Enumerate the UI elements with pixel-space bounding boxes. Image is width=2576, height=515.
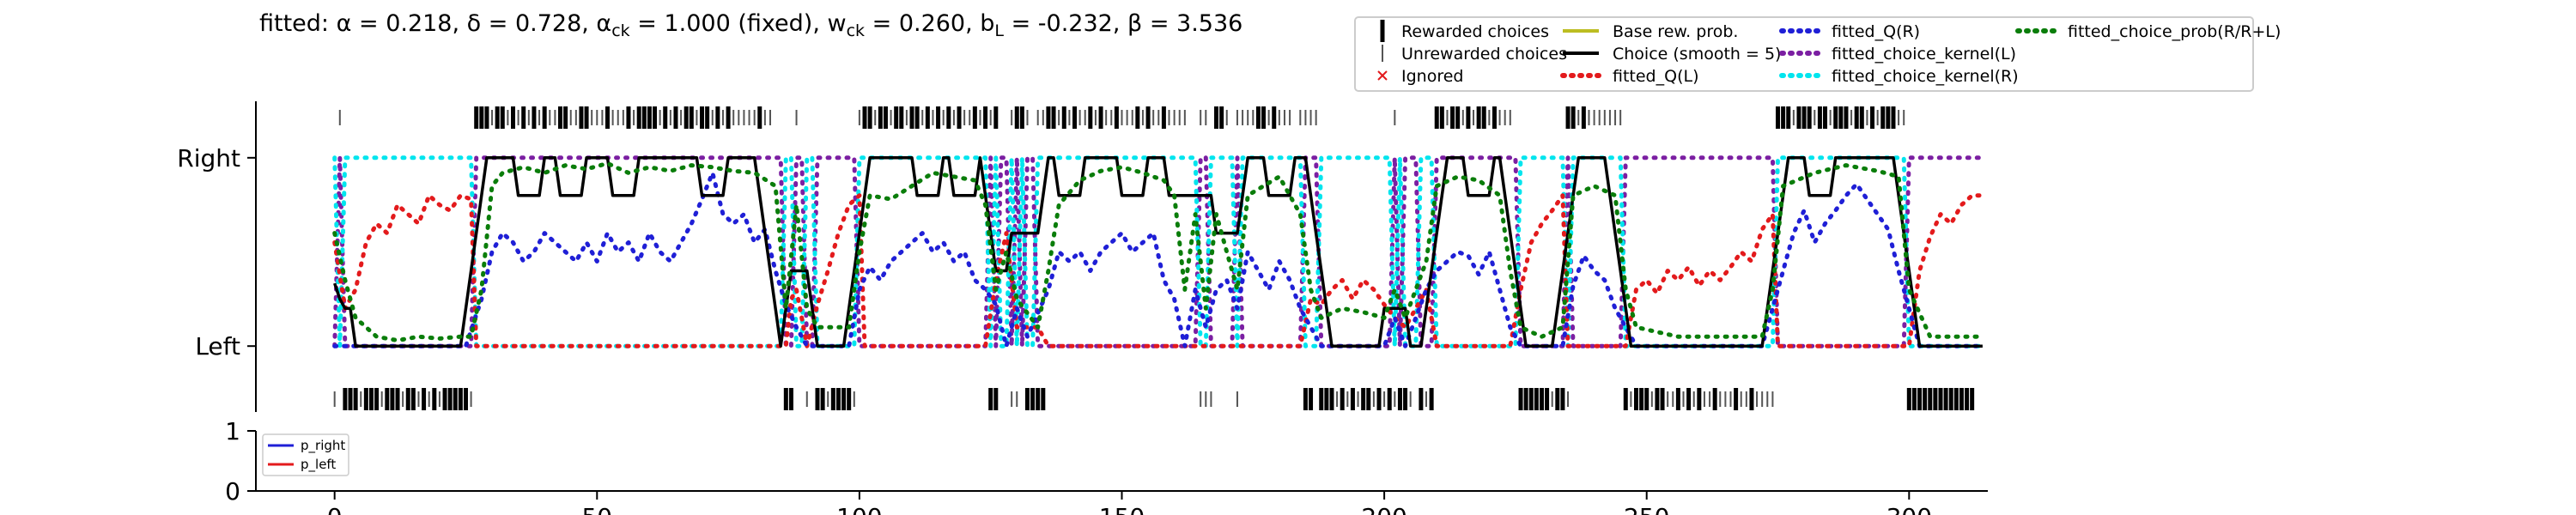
legend-label: Base rew. prob.	[1613, 22, 1738, 41]
prob-x-tick-label: 0	[327, 503, 343, 515]
legend-label: Rewarded choices	[1401, 22, 1549, 41]
title-segment: = 1.000 (fixed), w	[630, 10, 847, 37]
prob-legend-label: p_left	[301, 457, 336, 473]
legend-label: fitted_choice_kernel(R)	[1832, 67, 2019, 86]
prob-x-tick-label: 300	[1886, 503, 1932, 515]
plot-layer	[332, 106, 1985, 410]
main-y-tick-label: Left	[195, 332, 240, 360]
legend-label: fitted_choice_prob(R/R+L)	[2068, 22, 2281, 41]
legend-frame	[1354, 16, 2254, 92]
series-choice-smooth	[333, 156, 1983, 348]
legend-label: fitted_Q(L)	[1613, 67, 1698, 86]
prob-x-tick-label: 200	[1361, 503, 1406, 515]
chart-title: fitted: α = 0.218, δ = 0.728, αck = 1.00…	[259, 10, 1242, 40]
legend-label: fitted_choice_kernel(L)	[1832, 45, 2016, 64]
prob-y-ticks: 01	[225, 417, 256, 506]
prob-legend-label: p_right	[301, 438, 345, 454]
main-axes: Left Right	[177, 101, 257, 412]
series-q-left	[332, 193, 1985, 348]
series-choice-kernel-left	[332, 155, 1985, 348]
series-choice-prob	[332, 161, 1985, 343]
title-segment: = -0.232, β = 3.536	[1004, 10, 1242, 37]
prob-x-tick-label: 150	[1099, 503, 1145, 515]
title-subscript: L	[994, 21, 1004, 40]
title-segment: = 0.260, b	[865, 10, 994, 37]
prob-x-tick-label: 100	[836, 503, 882, 515]
prob-legend: p_right p_left	[262, 433, 349, 476]
prob-x-tick-label: 50	[581, 503, 612, 515]
legend-marker-ignored-b	[1377, 70, 1388, 81]
legend-label: fitted_Q(R)	[1832, 22, 1920, 41]
series-q-right	[332, 170, 1985, 348]
prob-y-tick-label: 0	[225, 477, 240, 506]
legend-label: Choice (smooth = 5)	[1613, 45, 1781, 64]
title-subscript: ck	[611, 21, 629, 40]
main-y-ticks: Left Right	[177, 144, 256, 360]
legend-label: Unrewarded choices	[1401, 45, 1567, 64]
legend-label: Ignored	[1401, 67, 1463, 86]
prob-y-tick-label: 1	[225, 417, 240, 445]
main-y-tick-label: Right	[177, 144, 240, 173]
prob-x-ticks: 0 50 100 150 200 250 300	[327, 491, 1932, 515]
chart-legend: Rewarded choices Unrewarded choices Ignore…	[1354, 16, 2281, 92]
prob-x-tick-label: 250	[1624, 503, 1669, 515]
title-segment: fitted: α = 0.218, δ = 0.728, α	[259, 10, 611, 37]
title-subscript: ck	[847, 21, 865, 40]
